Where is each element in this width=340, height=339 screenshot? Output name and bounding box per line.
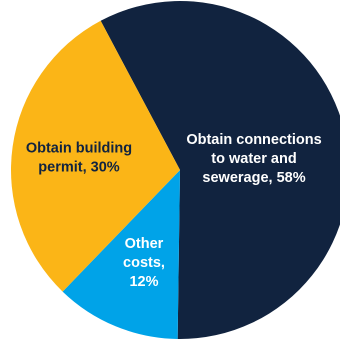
pie-slice-label-line: Obtain building (26, 141, 132, 157)
pie-slice-2 (10, 20, 181, 292)
pie-slice-label-line: costs, (123, 255, 165, 271)
pie-slice-label-line: Other (125, 236, 164, 252)
pie-slice-label-line: Obtain connections (186, 132, 321, 148)
pie-slice-label-line: to water and (211, 151, 296, 167)
pie-slice-label-1: Other costs, 12% (123, 236, 165, 290)
pie-slice-label-line: sewerage, 58% (202, 170, 305, 186)
pie-slice-label-line: permit, 30% (38, 160, 119, 176)
pie-slice-label-line: 12% (129, 274, 158, 290)
pie-labels: Obtain connections to water and sewerage, … (26, 132, 322, 290)
pie-slices (10, 1, 340, 339)
pie-slice-0 (100, 1, 340, 339)
pie-slice-label-0: Obtain connections to water and sewerage, … (186, 132, 321, 186)
pie-slice-label-2: Obtain building permit, 30% (26, 141, 132, 176)
pie-slice-1 (62, 170, 180, 339)
